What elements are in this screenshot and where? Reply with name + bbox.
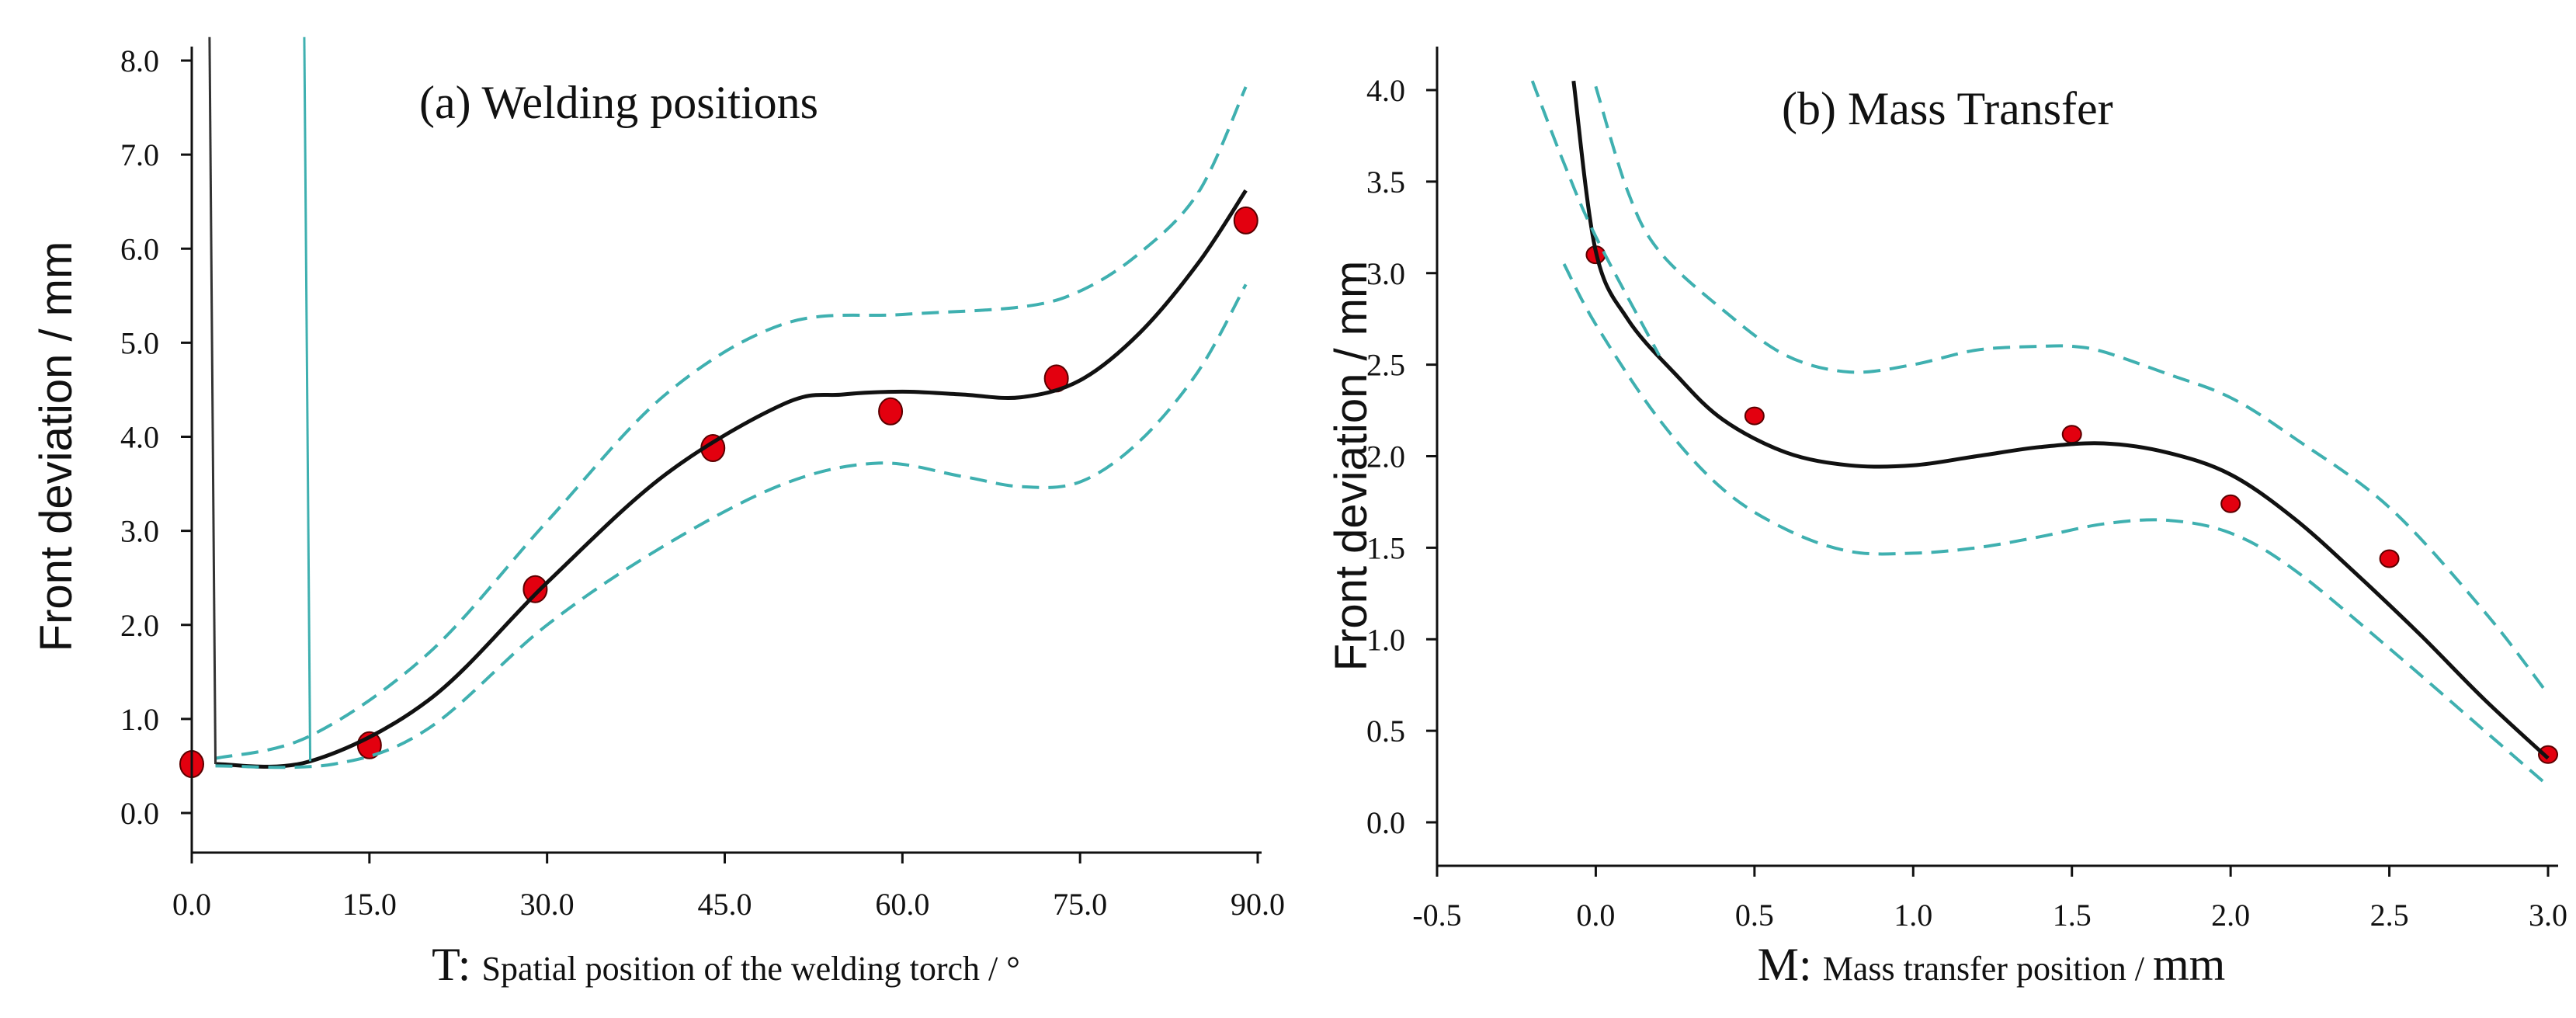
panel-b-y-tick-label: 2.5 xyxy=(1366,348,1405,383)
panel-a-data-point xyxy=(878,397,904,426)
panel-b-y-tick-label: 4.0 xyxy=(1366,73,1405,108)
panel-a-y-tick-label: 1.0 xyxy=(120,702,159,737)
panel-a-confidence-band xyxy=(215,283,1248,770)
panel-b-x-tick-label: 2.5 xyxy=(2370,898,2409,933)
panel-a-data-point xyxy=(1233,206,1258,235)
panel-b-y-tick-label: 3.0 xyxy=(1366,256,1405,291)
panel-b-x-label: M: Mass transfer position / mm xyxy=(1758,939,2226,990)
panel-b-x-tick-label: 1.5 xyxy=(2053,898,2092,933)
panel-b-y-tick-label: 0.0 xyxy=(1366,805,1405,840)
panel-b-fit-curve xyxy=(1571,80,2550,760)
panel-b-data-point xyxy=(1744,406,1765,426)
panel-a-y-tick-label: 5.0 xyxy=(120,325,159,360)
panel-b-confidence-band xyxy=(1562,263,2550,787)
panel-a-welding-positions: 0.0 15.0 30.0 45.0 60.0 75.0 90.0 0.0 1.0 2.0 3.0 4… xyxy=(31,36,1285,990)
panel-b-title: (b) Mass Transfer xyxy=(1782,83,2113,134)
panel-b-data-point xyxy=(2061,425,2082,444)
panel-b-y-tick-label: 3.5 xyxy=(1366,165,1405,200)
panel-a-x-tick-label: 30.0 xyxy=(520,887,575,922)
panel-a-y-label: Front deviation / mm xyxy=(31,241,82,652)
panel-a-x-tick-label: 60.0 xyxy=(875,887,929,922)
panel-a-data-point xyxy=(522,575,548,603)
panel-b-x-tick-label: 3.0 xyxy=(2529,898,2567,933)
panel-a-x-tick-label: 15.0 xyxy=(342,887,397,922)
panel-b-x-label-unit: mm xyxy=(2153,939,2225,990)
panel-a-x-label-prefix: T: xyxy=(432,939,470,990)
panel-a-x-label: T: Spatial position of the welding torch… xyxy=(432,939,1020,990)
panel-a-y-tick-label: 2.0 xyxy=(120,608,159,643)
panel-b-confidence-band xyxy=(1530,80,1661,356)
panel-b-x-label-text: Mass transfer position / xyxy=(1823,950,2153,988)
panel-a-x-label-text: Spatial position of the welding torch / … xyxy=(481,950,1019,988)
panel-a-fit-curve xyxy=(215,189,1248,769)
panel-a-y-tick-label: 3.0 xyxy=(120,514,159,549)
panel-a-y-tick-label: 4.0 xyxy=(120,420,159,455)
panel-b-mass-transfer: -0.5 0.0 0.5 1.0 1.5 2.0 2.5 3.0 0.0 0.5 1.0 1.5 2.0… xyxy=(1326,47,2567,990)
panel-b-data-point xyxy=(2379,549,2400,568)
panel-a-y-tick-label: 7.0 xyxy=(120,137,159,172)
panel-b-y-label: Front deviation / mm xyxy=(1326,261,1377,672)
panel-a-confidence-band xyxy=(215,86,1248,760)
panel-a-vertical-artifact-line xyxy=(208,36,217,765)
panel-a-x-tick-label: 0.0 xyxy=(172,887,211,922)
panel-b-y-tick-label: 0.5 xyxy=(1366,714,1405,749)
panel-b-x-tick-label: 0.0 xyxy=(1576,898,1615,933)
panel-b-x-tick-label: 1.0 xyxy=(1894,898,1932,933)
panel-a-y-tick-label: 0.0 xyxy=(120,796,159,831)
panel-a-title: (a) Welding positions xyxy=(419,77,818,128)
panel-a-x-tick-label: 75.0 xyxy=(1053,887,1107,922)
panel-b-x-tick-label: 2.0 xyxy=(2211,898,2250,933)
panel-b-x-tick-label: -0.5 xyxy=(1412,898,1461,933)
panel-b-y-tick-label: 1.0 xyxy=(1366,622,1405,657)
panel-a-y-tick-label: 8.0 xyxy=(120,43,159,78)
panel-b-y-tick-label: 2.0 xyxy=(1366,440,1405,474)
panel-b-data-point xyxy=(2538,745,2558,764)
panel-a-vertical-artifact-line xyxy=(303,36,312,762)
panel-b-confidence-band xyxy=(1594,85,2550,696)
panel-a-y-tick-label: 6.0 xyxy=(120,231,159,266)
panel-b-data-point xyxy=(2220,494,2241,513)
panel-a-x-tick-label: 45.0 xyxy=(698,887,752,922)
panel-a-x-tick-label: 90.0 xyxy=(1231,887,1285,922)
panel-b-x-tick-label: 0.5 xyxy=(1735,898,1774,933)
panel-b-y-tick-label: 1.5 xyxy=(1366,530,1405,565)
panel-b-x-label-prefix: M: xyxy=(1758,939,1812,990)
